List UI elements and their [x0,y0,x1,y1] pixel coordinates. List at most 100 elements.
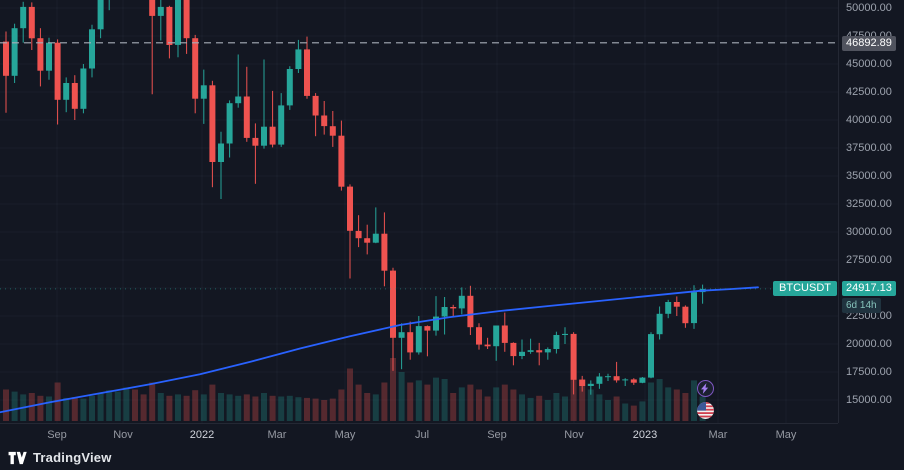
candle-body [510,342,517,357]
candle-body [46,42,52,71]
bar-close-countdown-label: 6d 14h [842,297,881,313]
candle-body [493,325,500,347]
volume-bar [252,396,259,421]
volume-bar [71,397,78,421]
moving-average-line[interactable] [0,286,759,414]
volume-bar [149,382,156,421]
volume-bar [123,387,130,421]
time-axis-label: Nov [564,429,584,441]
volume-bar [286,395,293,421]
candle-body [321,115,328,127]
volume-bar [183,395,190,421]
price-chart[interactable] [0,0,838,423]
candle-body [441,307,448,317]
candle-body [63,83,70,100]
volume-bar [493,387,500,421]
volume-bar [372,394,379,421]
volume-bar [682,393,689,421]
time-axis-label: Mar [267,429,287,441]
price-axis-label: 42500.00 [846,86,892,98]
volume-bar [278,396,285,421]
candle-body [286,69,293,106]
candle-body [218,143,224,162]
candle-body [484,344,491,347]
candle-body [630,379,637,383]
grid-lines [0,0,838,423]
volume-bar [63,397,70,421]
volume-bar [458,387,465,421]
volume-bar [80,398,87,421]
candle-body [433,316,439,331]
volume-bar [3,389,9,421]
candle-body [656,313,663,335]
economic-event-lightning-icon[interactable] [697,380,714,397]
volume-bar [347,368,353,421]
price-axis-label: 37500.00 [846,142,892,154]
time-axis-label: Jul [414,429,430,441]
tradingview-logo-text: TradingView [33,450,112,465]
volume-bar [106,390,113,421]
candle-body [536,350,543,353]
candle-body [175,0,181,45]
volume-bar [192,390,199,421]
volume-bar [587,389,594,421]
candle-body [329,126,336,136]
candle-body [579,379,586,386]
volume-bar [364,393,371,421]
candle-body [562,333,568,335]
volume-bar [691,380,697,421]
candle-body [243,96,250,138]
price-axis-label: 45000.00 [846,58,892,70]
candle-body [166,6,173,45]
candles-layer [3,0,706,395]
volume-bar [175,394,181,421]
time-axis-label: May [775,429,797,441]
candle-body [424,326,431,331]
candle-body [372,233,379,243]
volume-bar [553,393,560,421]
time-axis[interactable]: Sep Nov 2022 Mar May Jul Sep Nov 2023 Mar May [0,423,838,447]
candle-body [527,350,534,352]
volume-bar [46,396,52,421]
time-axis-label: Sep [47,429,67,441]
candle-body [235,96,242,104]
volume-bar [484,396,491,421]
volume-bar [527,397,534,421]
volume-bar [329,398,336,421]
candle-body [665,302,672,314]
time-axis-label: 2023 [632,429,658,441]
tradingview-logo[interactable]: TradingView [8,450,112,465]
volume-bar [140,394,147,421]
volume-bar [200,394,207,421]
time-axis-label: Mar [708,429,728,441]
volume-bar [295,397,302,421]
volume-bar [390,358,396,421]
price-axis-label: 32500.00 [846,198,892,210]
volume-bar [226,394,233,421]
volume-bar [338,389,345,421]
volume-bar [476,389,482,421]
volume-bar [622,403,629,421]
candle-body [519,351,525,356]
volume-bar [441,379,448,421]
candle-body [691,292,697,324]
candle-body [28,6,35,39]
price-axis-label: 50000.00 [846,2,892,14]
volume-bar [648,382,654,421]
price-axis[interactable]: 46892.89 24917.13 6d 14h 50000.0047500.0… [838,0,904,423]
candle-body [3,41,9,76]
price-axis-label: 40000.00 [846,114,892,126]
candle-body [11,28,18,76]
candle-body [192,38,199,99]
candle-body [209,85,216,162]
candle-body [587,383,594,386]
candle-body [252,137,259,146]
candle-body [467,295,474,328]
us-economic-event-flag-icon[interactable] [697,402,714,419]
volume-bar [89,395,95,421]
volume-bar [97,393,104,421]
price-axis-label: 20000.00 [846,338,892,350]
candle-body [278,105,285,145]
volume-bar [312,398,319,421]
candle-body [501,325,508,343]
